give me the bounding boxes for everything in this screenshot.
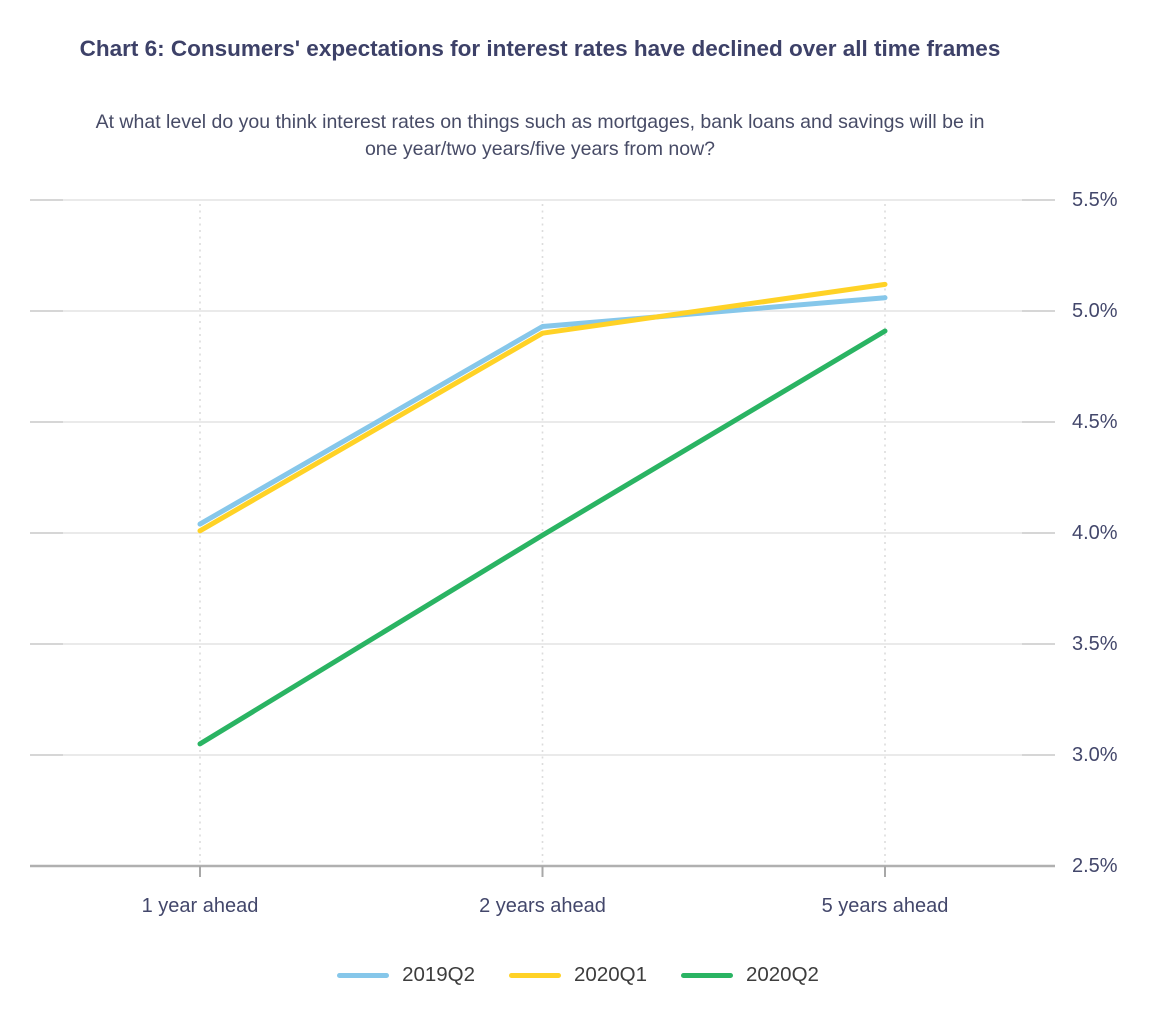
y-axis-tick-label: 4.0% — [1072, 522, 1118, 544]
series-line-2020Q2 — [197, 328, 888, 747]
y-axis-tick-label: 4.5% — [1072, 411, 1118, 433]
series-line-2019Q2 — [197, 295, 888, 527]
y-axis-tick-label: 2.5% — [1072, 855, 1118, 877]
x-axis-tick-label: 2 years ahead — [479, 895, 606, 917]
x-axis-tick-label: 5 years ahead — [821, 895, 949, 917]
legend: 2019Q2 2020Q1 2020Q2 — [0, 963, 1156, 987]
chart-subtitle: At what level do you think interest rate… — [95, 111, 985, 160]
legend-item-2020Q2[interactable]: 2020Q2 — [680, 963, 819, 987]
y-axis-tick-label: 3.0% — [1072, 744, 1118, 766]
legend-label: 2020Q2 — [745, 963, 819, 986]
legend-swatch-2019Q2 — [337, 972, 390, 978]
x-axis-tick-label: 1 year ahead — [141, 895, 259, 917]
chart-title: Chart 6: Consumers' expectations for int… — [79, 36, 1001, 61]
y-axis-tick-label: 5.0% — [1072, 300, 1118, 322]
legend-swatch-2020Q2 — [680, 972, 733, 978]
y-axis-tick-label: 3.5% — [1072, 633, 1118, 655]
legend-item-2020Q1[interactable]: 2020Q1 — [509, 963, 647, 987]
legend-swatch-2020Q1 — [509, 972, 562, 978]
legend-label: 2019Q2 — [402, 963, 476, 986]
legend-label: 2020Q1 — [574, 963, 647, 986]
legend-item-2019Q2[interactable]: 2019Q2 — [337, 963, 475, 987]
series-line-2020Q1 — [197, 281, 888, 534]
y-axis-tick-label: 5.5% — [1072, 189, 1118, 211]
